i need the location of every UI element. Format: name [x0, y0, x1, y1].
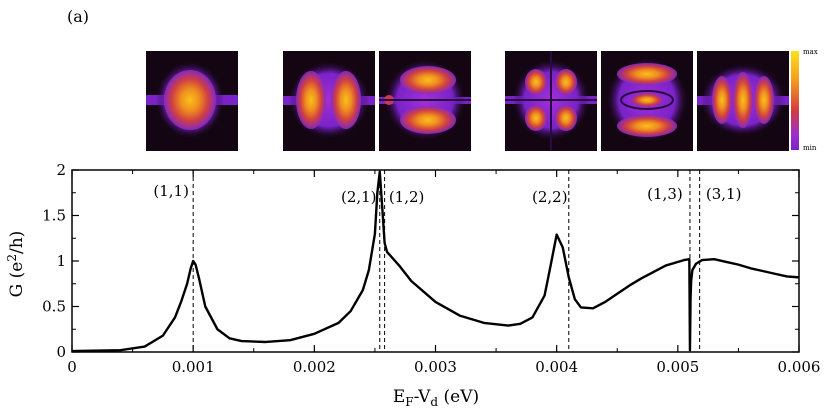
x-tick-label: 0.006 [778, 358, 821, 376]
marker-label: (2,2) [532, 188, 568, 206]
inset-mode-3-1 [697, 51, 789, 151]
series-line-G [71, 170, 800, 353]
y-tick-label: 1 [56, 252, 66, 270]
x-tick-label: 0.003 [414, 358, 457, 376]
marker-label: (2,1) [341, 188, 377, 206]
inset-mode-2-2 [505, 51, 597, 151]
inset-mode-2-1 [283, 51, 375, 151]
y-tick-label: 1.5 [42, 207, 66, 225]
marker-label: (1,1) [153, 182, 189, 200]
y-axis-label: G (e2/h) [5, 231, 27, 298]
inset-mode-1-3 [601, 51, 693, 151]
x-ticks: 0 0.001 0.002 0.003 0.004 0.005 0.006 [67, 170, 820, 376]
marker-labels: (1,1) (2,1) (1,2) (2,2) (1,3) (3,1) [153, 182, 741, 206]
y-tick-label: 0 [56, 343, 66, 361]
marker-label: (3,1) [706, 185, 742, 203]
series-layer [71, 170, 800, 353]
x-axis-label: EF-Vd (eV) [393, 387, 479, 409]
colorbar-gradient [791, 51, 799, 150]
colorbar: max min [791, 48, 818, 152]
inset-row [146, 51, 789, 151]
marker-label: (1,3) [647, 185, 683, 203]
colorbar-max-label: max [803, 48, 818, 56]
x-tick-label: 0.001 [172, 358, 215, 376]
marker-lines [192, 170, 701, 352]
colorbar-min-label: min [803, 144, 817, 152]
marker-label: (1,2) [389, 188, 425, 206]
x-tick-label: 0.005 [656, 358, 699, 376]
y-ticks: 0 0.5 1 1.5 2 [42, 161, 799, 361]
x-tick-label: 0 [67, 358, 77, 376]
y-tick-label: 0.5 [42, 298, 66, 316]
x-tick-label: 0.004 [535, 358, 578, 376]
panel-label: (a) [67, 7, 89, 26]
x-tick-label: 0.002 [293, 358, 336, 376]
inset-mode-1-2 [379, 51, 471, 151]
plot-area: 0 0.001 0.002 0.003 0.004 0.005 0.006 0 0.5 1 1.5… [42, 161, 820, 376]
inset-mode-1-1 [146, 51, 238, 151]
y-tick-label: 2 [56, 161, 66, 179]
